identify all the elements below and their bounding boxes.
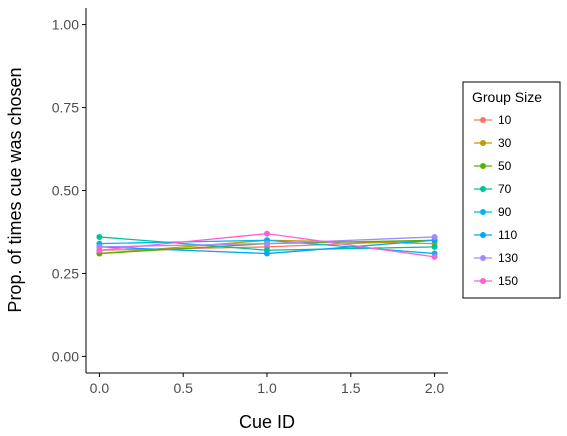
legend-title: Group Size (472, 89, 542, 105)
x-axis-ticks: 0.0 0.5 1.0 1.5 2.0 (90, 373, 445, 396)
data-point-110 (264, 250, 270, 257)
x-tick-label: 0.0 (90, 380, 110, 396)
data-point-130 (431, 233, 438, 240)
legend-key-point-30 (480, 140, 486, 146)
data-point-70 (431, 243, 438, 250)
data-point-130 (264, 240, 270, 247)
x-tick-label: 1.5 (341, 380, 361, 396)
data-point-150 (264, 230, 270, 237)
series-points (96, 230, 438, 260)
legend-key-point-150 (480, 278, 486, 284)
x-tick-label: 2.0 (425, 380, 445, 396)
legend-label-70: 70 (498, 182, 512, 196)
legend-label-150: 150 (498, 274, 518, 288)
legend-items: 10 30 50 70 90 110 130 150 (474, 113, 518, 288)
legend-label-30: 30 (498, 136, 512, 150)
legend-label-130: 130 (498, 251, 518, 265)
legend-label-90: 90 (498, 205, 512, 219)
data-point-150 (431, 253, 438, 260)
x-tick-label: 1.0 (257, 380, 277, 396)
legend-key-point-70 (480, 186, 486, 192)
legend: Group Size 10 30 50 70 90 110 130 150 (462, 81, 561, 299)
y-axis-ticks: 0.00 0.25 0.50 0.75 1.00 (52, 17, 86, 364)
x-tick-label: 0.5 (173, 380, 193, 396)
legend-box (462, 81, 561, 299)
legend-label-50: 50 (498, 159, 512, 173)
y-axis-title: Prop. of times cue was chosen (5, 67, 25, 312)
legend-key-point-50 (480, 163, 486, 169)
data-point-70 (96, 233, 103, 240)
plot-area: 0.00 0.25 0.50 0.75 1.00 0.0 0.5 1.0 1.5 2.0 (52, 8, 448, 396)
y-tick-label: 0.00 (52, 348, 79, 364)
data-point-150 (96, 247, 103, 254)
y-tick-label: 1.00 (52, 17, 79, 33)
legend-key-point-110 (480, 232, 486, 238)
x-axis-title: Cue ID (239, 412, 295, 432)
legend-key-point-130 (480, 255, 486, 261)
legend-key-point-90 (480, 209, 486, 215)
legend-label-10: 10 (498, 113, 512, 127)
legend-key-point-10 (480, 117, 486, 123)
legend-label-110: 110 (498, 228, 517, 242)
y-tick-label: 0.50 (52, 183, 79, 199)
y-tick-label: 0.25 (52, 265, 79, 281)
y-tick-label: 0.75 (52, 100, 79, 116)
